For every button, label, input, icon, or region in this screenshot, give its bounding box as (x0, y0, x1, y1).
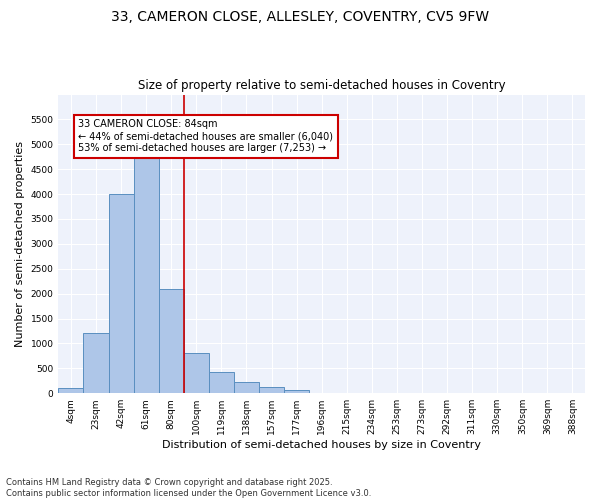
Bar (259, 386, 284, 393)
Bar (209, 372, 234, 393)
Y-axis label: Number of semi-detached properties: Number of semi-detached properties (15, 141, 25, 347)
X-axis label: Distribution of semi-detached houses by size in Coventry: Distribution of semi-detached houses by … (162, 440, 481, 450)
Title: Size of property relative to semi-detached houses in Coventry: Size of property relative to semi-detach… (138, 79, 506, 92)
Bar (83, 334, 109, 393)
Text: Contains HM Land Registry data © Crown copyright and database right 2025.
Contai: Contains HM Land Registry data © Crown c… (6, 478, 371, 498)
Text: 33, CAMERON CLOSE, ALLESLEY, COVENTRY, CV5 9FW: 33, CAMERON CLOSE, ALLESLEY, COVENTRY, C… (111, 10, 489, 24)
Bar (58, 388, 83, 393)
Bar (134, 150, 159, 393)
Bar (234, 382, 259, 393)
Bar (159, 288, 184, 393)
Bar (109, 194, 134, 393)
Text: 33 CAMERON CLOSE: 84sqm
← 44% of semi-detached houses are smaller (6,040)
53% of: 33 CAMERON CLOSE: 84sqm ← 44% of semi-de… (79, 120, 334, 152)
Bar (184, 354, 209, 393)
Bar (284, 390, 309, 393)
